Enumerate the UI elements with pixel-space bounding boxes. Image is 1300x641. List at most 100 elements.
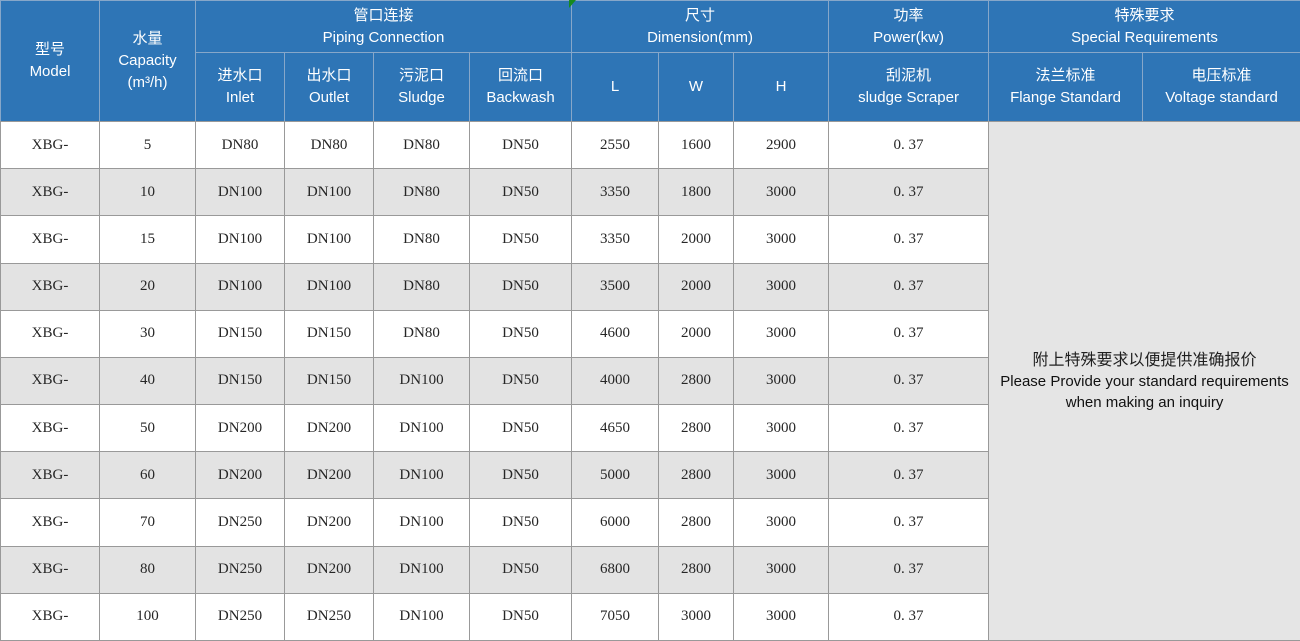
header-dim-w: W <box>658 52 735 122</box>
table-cell: DN100 <box>373 545 470 594</box>
table-cell: DN150 <box>195 356 285 406</box>
table-cell: XBG- <box>0 451 100 500</box>
table-cell: DN100 <box>373 356 470 406</box>
table-cell: DN50 <box>468 545 573 594</box>
table-cell: 2900 <box>733 120 830 170</box>
table-cell: 0. 37 <box>828 498 990 547</box>
table-row: XBG- 60 DN200 DN200 DN100 DN50 5000 2800 3000 0. … <box>0 451 1300 500</box>
table-cell: DN100 <box>373 451 470 500</box>
header-flange-en: Flange Standard <box>1010 89 1121 106</box>
table-cell: DN200 <box>284 498 374 547</box>
table-cell: DN100 <box>284 262 374 311</box>
table-cell: 3000 <box>733 592 830 641</box>
header-voltage-zh: 电压标准 <box>1191 67 1252 85</box>
table-cell: XBG- <box>0 356 100 406</box>
header-special-zh: 特殊要求 <box>1114 6 1175 24</box>
table-cell: 3000 <box>733 451 830 500</box>
header-capacity: 水量 Capacity (m³/h) <box>99 0 196 122</box>
table-cell: 4000 <box>571 356 660 406</box>
table-cell: XBG- <box>0 215 100 264</box>
table-cell: DN80 <box>373 120 470 170</box>
special-note-zh: 附上特殊要求以便提供准确报价 <box>1032 352 1257 370</box>
header-flange-zh: 法兰标准 <box>1035 67 1096 85</box>
table-cell: 1800 <box>658 168 735 217</box>
table-cell: DN80 <box>373 262 470 311</box>
table-cell: DN50 <box>468 120 573 170</box>
table-cell: DN100 <box>284 168 374 217</box>
table-cell: 2000 <box>658 309 735 358</box>
header-capacity-unit: (m³/h) <box>127 73 168 91</box>
table-cell: 5000 <box>571 451 660 500</box>
table-cell: 7050 <box>571 592 660 641</box>
table-cell: 3350 <box>571 168 660 217</box>
table-row: XBG- 70 DN250 DN200 DN100 DN50 6000 2800 3000 0. … <box>0 498 1300 547</box>
header-dim-h: H <box>733 52 830 122</box>
header-power-group: 功率 Power(kw) <box>828 0 990 53</box>
table-cell: DN80 <box>284 120 374 170</box>
special-note-en-line1: Please Provide your standard requirement… <box>1000 373 1289 391</box>
table-cell: 70 <box>99 498 196 547</box>
table-cell: DN200 <box>195 451 285 500</box>
table-cell: 3500 <box>571 262 660 311</box>
header-power-en: Power(kw) <box>873 28 944 46</box>
header-model: 型号 Model <box>0 0 100 122</box>
table-cell: XBG- <box>0 262 100 311</box>
table-cell: DN150 <box>284 356 374 406</box>
table-cell: 0. 37 <box>828 309 990 358</box>
table-cell: 2550 <box>571 120 660 170</box>
table-cell: 5 <box>99 120 196 170</box>
table-row: XBG- 5 DN80 DN80 DN80 DN50 2550 1600 2900 0. 37 附上… <box>0 120 1300 641</box>
table-cell: 3000 <box>733 168 830 217</box>
table-cell: 60 <box>99 451 196 500</box>
table-row: XBG- 100 DN250 DN250 DN100 DN50 7050 3000 3000 0.… <box>0 592 1300 641</box>
table-cell: 15 <box>99 215 196 264</box>
table-row: XBG- 40 DN150 DN150 DN100 DN50 4000 2800 3000 0. … <box>0 356 1300 406</box>
table-cell: 50 <box>99 404 196 453</box>
table-cell: XBG- <box>0 404 100 453</box>
table-cell: 2000 <box>658 262 735 311</box>
header-backwash-zh: 回流口 <box>498 67 544 85</box>
header-model-zh: 型号 <box>34 41 65 59</box>
header-special-en: Special Requirements <box>1071 28 1218 46</box>
table-cell: 80 <box>99 545 196 594</box>
table-cell: 3350 <box>571 215 660 264</box>
table-cell: DN100 <box>195 168 285 217</box>
header-power-zh: 功率 <box>893 6 924 24</box>
table-cell: DN50 <box>468 168 573 217</box>
table-body: XBG- 5 DN80 DN80 DN80 DN50 2550 1600 2900 0. 37 附上… <box>0 120 1300 641</box>
header-special-group: 特殊要求 Special Requirements <box>988 0 1300 53</box>
table-cell: 4650 <box>571 404 660 453</box>
header-voltage: 电压标准 Voltage standard <box>1142 52 1300 122</box>
special-note-cell: 附上特殊要求以便提供准确报价 Please Provide your standa… <box>988 121 1300 641</box>
table-cell: 2000 <box>658 215 735 264</box>
table-cell: DN50 <box>468 356 573 406</box>
header-capacity-zh: 水量 <box>132 30 163 48</box>
table-cell: DN150 <box>284 309 374 358</box>
table-cell: 0. 37 <box>828 545 990 594</box>
table-cell: 3000 <box>733 309 830 358</box>
table-cell: DN250 <box>195 592 285 641</box>
table-cell: XBG- <box>0 592 100 641</box>
table-cell: 0. 37 <box>828 262 990 311</box>
table-row: XBG- 30 DN150 DN150 DN80 DN50 4600 2000 3000 0. 3… <box>0 309 1300 358</box>
table-cell: DN200 <box>284 545 374 594</box>
table-cell: XBG- <box>0 168 100 217</box>
table-row: XBG- 10 DN100 DN100 DN80 DN50 3350 1800 3000 0. 3… <box>0 168 1300 217</box>
table-cell: DN50 <box>468 215 573 264</box>
header-scraper: 刮泥机 sludge Scraper <box>828 52 990 122</box>
table-cell: 3000 <box>733 498 830 547</box>
header-dimension-group: 尺寸 Dimension(mm) <box>571 0 830 53</box>
table-cell: XBG- <box>0 309 100 358</box>
header-flange: 法兰标准 Flange Standard <box>988 52 1144 122</box>
table-cell: DN80 <box>373 215 470 264</box>
header-sludge: 污泥口 Sludge <box>373 52 470 122</box>
table-cell: 6000 <box>571 498 660 547</box>
table-cell: DN80 <box>373 309 470 358</box>
table-cell: DN50 <box>468 309 573 358</box>
header-piping-group: 管口连接 Piping Connection <box>194 0 573 53</box>
table-cell: 0. 37 <box>828 356 990 406</box>
table-cell: DN200 <box>284 451 374 500</box>
table-cell: DN100 <box>284 215 374 264</box>
header-dim-l: L <box>571 52 660 122</box>
